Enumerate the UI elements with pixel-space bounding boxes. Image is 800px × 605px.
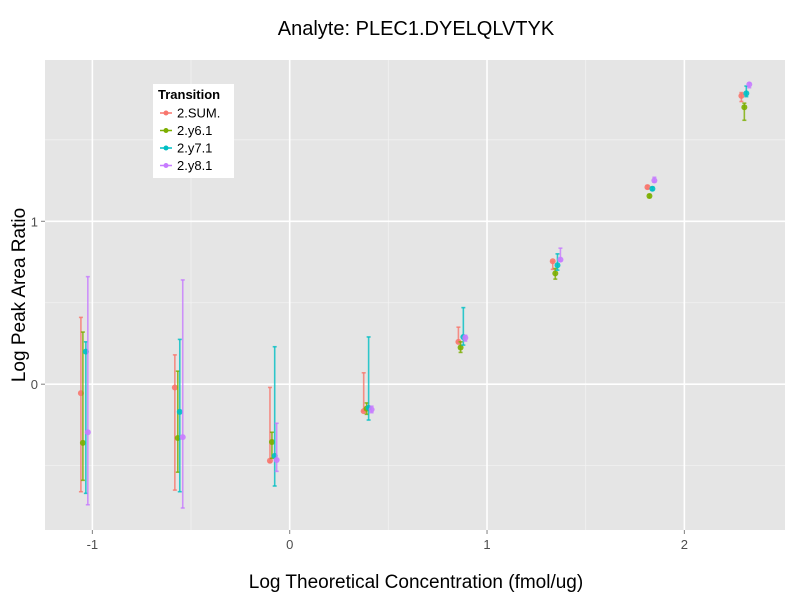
legend-key-point: [163, 128, 169, 133]
data-point: [738, 92, 745, 99]
data-point: [179, 434, 186, 441]
y-axis-label: Log Peak Area Ratio: [9, 208, 30, 382]
series-2-sum: [77, 91, 745, 493]
legend-item-label: 2.SUM.: [177, 106, 220, 121]
legend-title: Transition: [158, 87, 220, 102]
data-point: [644, 184, 651, 191]
data-point: [746, 81, 753, 88]
x-axis-label: Log Theoretical Concentration (fmol/ug): [249, 572, 583, 593]
y-tick-label: 1: [31, 214, 38, 229]
data-point: [649, 185, 656, 192]
data-point: [741, 104, 748, 111]
grid: [45, 60, 785, 530]
legend-key-point: [163, 110, 169, 116]
data-point: [554, 262, 561, 269]
x-tick-label: 0: [286, 537, 293, 552]
data-point: [176, 408, 183, 415]
data-point: [557, 256, 564, 263]
data-point: [171, 384, 178, 391]
series-2-y7-1: [82, 85, 750, 495]
data-point: [266, 457, 273, 464]
data-point: [457, 344, 464, 351]
data-point: [549, 258, 556, 265]
x-tick-label: 2: [681, 537, 688, 552]
x-tick-label: 1: [483, 537, 490, 552]
data-point: [651, 177, 658, 184]
data-marks: [77, 81, 753, 509]
legend-item-label: 2.y7.1: [177, 141, 212, 156]
data-point: [462, 334, 469, 341]
data-point: [552, 270, 559, 277]
data-point: [84, 429, 91, 436]
data-point: [79, 439, 86, 446]
y-tick-label: 0: [31, 377, 38, 392]
data-point: [743, 90, 750, 97]
legend-item-label: 2.y8.1: [177, 158, 212, 173]
data-point: [368, 406, 375, 413]
data-point: [273, 456, 280, 463]
data-point: [268, 439, 275, 446]
legend: Transition 2.SUM. 2.y6.1 2.y7.1 2.y8.1: [153, 84, 234, 178]
chart-title: Analyte: PLEC1.DYELQLVTYK: [278, 18, 555, 40]
legend-key-point: [163, 163, 169, 168]
legend-key-point: [163, 145, 169, 151]
legend-item-label: 2.y6.1: [177, 123, 212, 138]
axes: -1 0 1 2 0 1: [31, 214, 688, 552]
series-2-y8-1: [84, 81, 753, 509]
x-tick-label: -1: [87, 537, 99, 552]
data-point: [646, 193, 653, 200]
